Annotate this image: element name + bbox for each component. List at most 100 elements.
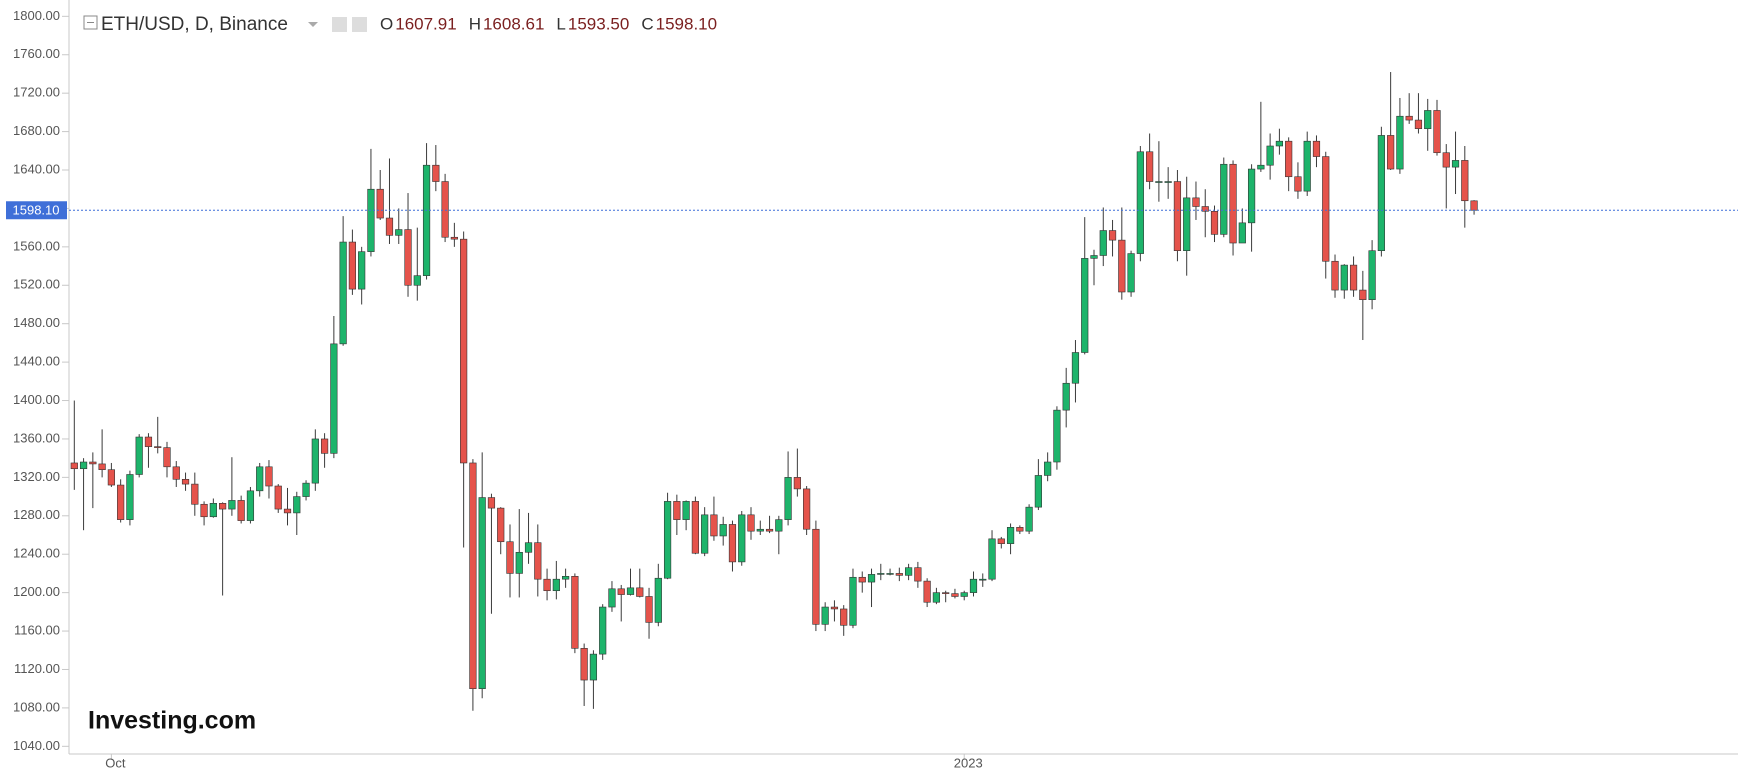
logo: Investing.com [88, 707, 256, 735]
candle-body [79, 461, 88, 470]
candle-body [1053, 409, 1061, 463]
candle-body [904, 567, 913, 576]
candle-body [487, 497, 496, 509]
candle-body [506, 541, 514, 574]
y-tick-label: 1520.00 [13, 277, 60, 292]
readout-value: 1598.10 [656, 14, 717, 33]
candle-body [376, 188, 384, 219]
candle-body [1331, 260, 1339, 291]
readout-key: C [641, 14, 653, 33]
candle-body [1312, 140, 1321, 157]
candle-body [1414, 119, 1423, 130]
candle-body [154, 446, 162, 448]
candle-body [274, 485, 282, 510]
candle-body [663, 501, 672, 579]
candle-body [673, 501, 681, 520]
candle-body [89, 461, 97, 465]
candle-body [1099, 230, 1107, 256]
y-tick-label: 1160.00 [14, 622, 60, 637]
candle-body [246, 490, 255, 521]
candle-body [821, 606, 829, 625]
y-tick-label: 1560.00 [13, 238, 60, 253]
y-tick-label: 1360.00 [13, 430, 60, 445]
candle-body [1164, 181, 1172, 183]
candle-body [98, 463, 106, 470]
candle-body [1108, 230, 1117, 241]
candle-body [738, 514, 746, 563]
candle-body [1127, 253, 1135, 293]
candle-body [1247, 168, 1256, 224]
candle-body [422, 164, 431, 276]
candle-body [228, 500, 236, 510]
candle-body [478, 497, 486, 689]
eye-icon[interactable] [332, 17, 347, 32]
candle-body [1387, 135, 1395, 170]
candle-body [1285, 140, 1293, 178]
candle-body [654, 577, 662, 623]
y-tick-label: 1440.00 [13, 354, 60, 369]
candle-body [163, 447, 171, 468]
candle-body [1229, 163, 1237, 244]
candle-body [645, 596, 653, 623]
candle-body [608, 588, 616, 608]
candle-body [1183, 197, 1191, 251]
candle-body [320, 438, 329, 454]
candle-body [942, 592, 950, 594]
candle-body [728, 524, 737, 563]
settings-icon[interactable] [352, 17, 367, 32]
collapse-icon[interactable] [83, 15, 98, 30]
readout-value: 1607.91 [395, 14, 456, 33]
candle-body [877, 573, 885, 575]
candle-body [1220, 163, 1228, 235]
candle-body [181, 478, 190, 485]
candle-body [710, 514, 718, 537]
dropdown-arrow[interactable] [308, 22, 318, 27]
candle-body [126, 474, 134, 520]
readout-key: L [556, 14, 565, 33]
y-tick-label: 1240.00 [13, 546, 60, 561]
symbol-title: ETH/USD, D, Binance [101, 14, 288, 35]
candle-body [1192, 197, 1200, 207]
candle-body [469, 462, 477, 689]
candle-body [135, 436, 143, 475]
candle-body [793, 477, 801, 490]
candle-body [719, 524, 727, 537]
candle-body [534, 542, 542, 580]
candle-body [172, 466, 180, 480]
candle-body [682, 501, 690, 520]
candle-body [1146, 151, 1154, 182]
candle-body [1071, 352, 1080, 384]
candle-body [636, 587, 644, 597]
candle-body [784, 477, 792, 520]
y-tick-label: 1480.00 [13, 315, 60, 330]
candle-body [812, 528, 820, 625]
candle-body [914, 567, 922, 582]
candle-body [840, 608, 848, 626]
candle-body [895, 573, 903, 576]
candle-body [237, 500, 245, 521]
candle-body [283, 508, 292, 514]
candle-body [385, 217, 394, 236]
candle-body [395, 229, 403, 236]
candle-body [1118, 239, 1126, 293]
candle-body [1201, 206, 1209, 212]
y-tick-label: 1680.00 [13, 123, 60, 138]
candle-body [1377, 135, 1385, 251]
candle-body [562, 576, 570, 580]
candle-body [1238, 222, 1246, 244]
candle-body [1340, 264, 1348, 291]
ohlc-readout: O 1607.91 H 1608.61 L 1593.50 C 1598.10 [380, 14, 717, 33]
candle-body [599, 606, 607, 655]
y-tick-label: 1720.00 [13, 85, 60, 100]
candle-body [311, 438, 319, 484]
candle-body [756, 528, 764, 532]
price-label-box [6, 201, 67, 220]
candle-body [803, 488, 811, 530]
candle-body [1136, 151, 1144, 254]
candle-body [524, 542, 533, 553]
candle-body [209, 503, 217, 518]
candle-body [1062, 382, 1070, 411]
candle-body [1275, 140, 1283, 147]
